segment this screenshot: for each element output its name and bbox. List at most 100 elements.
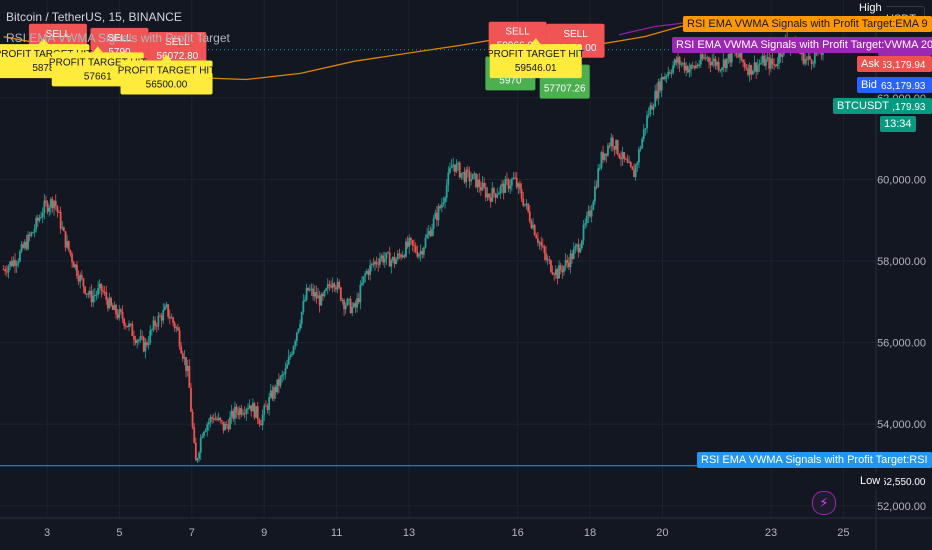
candle-body bbox=[475, 173, 477, 187]
candle-body bbox=[153, 321, 155, 330]
candle-body bbox=[192, 412, 194, 428]
candle-body bbox=[254, 403, 256, 418]
candle-body bbox=[206, 424, 208, 430]
candle-body bbox=[56, 206, 58, 212]
candle-body bbox=[768, 57, 770, 68]
candle-body bbox=[343, 300, 345, 309]
candle-body bbox=[70, 250, 72, 254]
candle-body bbox=[22, 244, 24, 248]
candle-body bbox=[8, 266, 10, 272]
candle-body bbox=[742, 60, 744, 62]
candle-body bbox=[605, 154, 607, 156]
candle-body bbox=[460, 173, 462, 177]
countdown-tag: 13:34 bbox=[880, 116, 916, 132]
candle-body bbox=[441, 204, 443, 207]
candle-body bbox=[320, 294, 322, 305]
candle-body bbox=[781, 55, 783, 57]
candle-body bbox=[747, 69, 749, 75]
candle-body bbox=[89, 291, 91, 295]
candle-body bbox=[812, 63, 814, 64]
candle-body bbox=[337, 282, 339, 289]
candle-body bbox=[703, 57, 705, 59]
candle-body bbox=[558, 265, 560, 278]
candle-body bbox=[413, 245, 415, 246]
candle-body bbox=[574, 246, 576, 249]
candle-body bbox=[45, 201, 47, 203]
candle-body bbox=[19, 251, 21, 261]
candle-body bbox=[392, 257, 394, 261]
candle-body bbox=[488, 194, 490, 198]
candle-body bbox=[506, 179, 508, 180]
candle-body bbox=[664, 76, 666, 79]
candle-body bbox=[172, 318, 174, 323]
candle-body bbox=[294, 341, 296, 346]
low-value-tag: 52,550.00 bbox=[881, 477, 926, 488]
candle-body bbox=[710, 62, 712, 65]
indicator-legend[interactable]: RSI EMA VWMA Signals with Profit Target bbox=[6, 31, 230, 45]
candle-body bbox=[226, 424, 228, 425]
candle-body bbox=[237, 412, 239, 415]
candle-body bbox=[125, 326, 127, 327]
candle-body bbox=[120, 309, 122, 311]
candle-body bbox=[804, 59, 806, 64]
symbol-legend[interactable]: Bitcoin / TetherUS, 15, BINANCE bbox=[6, 10, 182, 24]
candle-body bbox=[429, 231, 431, 236]
candle-body bbox=[490, 198, 492, 202]
candle-body bbox=[570, 254, 572, 268]
candle-body bbox=[366, 271, 368, 274]
candle-body bbox=[286, 364, 288, 368]
candle-body bbox=[552, 272, 554, 274]
candle-body bbox=[700, 54, 702, 64]
candle-body bbox=[550, 260, 552, 272]
candle-body bbox=[115, 305, 117, 314]
candle-body bbox=[29, 235, 31, 236]
candle-body bbox=[200, 438, 202, 453]
candle-body bbox=[759, 64, 761, 65]
candle-body bbox=[617, 140, 619, 154]
candle-body bbox=[27, 235, 29, 249]
candle-body bbox=[482, 183, 484, 191]
candle-body bbox=[104, 292, 106, 293]
candle-body bbox=[81, 275, 83, 278]
candle-body bbox=[811, 59, 813, 63]
candle-body bbox=[32, 232, 34, 233]
candle-body bbox=[596, 187, 598, 188]
candle-body bbox=[400, 255, 402, 258]
candle-body bbox=[532, 225, 534, 228]
low-label: Low bbox=[856, 473, 884, 489]
candle-body bbox=[232, 411, 234, 419]
candle-body bbox=[509, 186, 511, 189]
candle-body bbox=[330, 286, 332, 288]
candle-body bbox=[91, 291, 93, 302]
candle-body bbox=[416, 252, 418, 257]
candle-body bbox=[63, 227, 65, 231]
candle-body bbox=[128, 324, 130, 327]
candle-body bbox=[633, 170, 635, 177]
candle-body bbox=[426, 235, 428, 238]
ask-value-tag: 63,179.94 bbox=[881, 60, 926, 71]
candle-body bbox=[229, 417, 231, 429]
target-signal-title: PROFIT TARGET HIT bbox=[118, 65, 216, 76]
candle-body bbox=[602, 152, 604, 160]
lightning-icon[interactable]: ⚡ bbox=[812, 491, 836, 515]
candle-body bbox=[586, 216, 588, 223]
candle-body bbox=[214, 419, 216, 420]
candle-body bbox=[749, 65, 751, 75]
candle-body bbox=[247, 409, 249, 410]
target-signal-price: 59546.01 bbox=[515, 63, 557, 74]
target-signal-price: 57661 bbox=[84, 71, 112, 82]
candle-body bbox=[26, 242, 28, 249]
candle-body bbox=[52, 199, 54, 208]
candle-body bbox=[66, 241, 68, 248]
candle-body bbox=[14, 260, 16, 266]
sell-signal-title: SELL bbox=[505, 27, 530, 38]
candle-body bbox=[298, 329, 300, 333]
candle-body bbox=[641, 139, 643, 148]
candle-body bbox=[698, 64, 700, 66]
candle-body bbox=[545, 253, 547, 260]
candle-body bbox=[719, 70, 721, 71]
candle-body bbox=[636, 163, 638, 165]
candle-body bbox=[197, 459, 199, 461]
candle-body bbox=[607, 146, 609, 156]
candle-body bbox=[648, 114, 650, 115]
